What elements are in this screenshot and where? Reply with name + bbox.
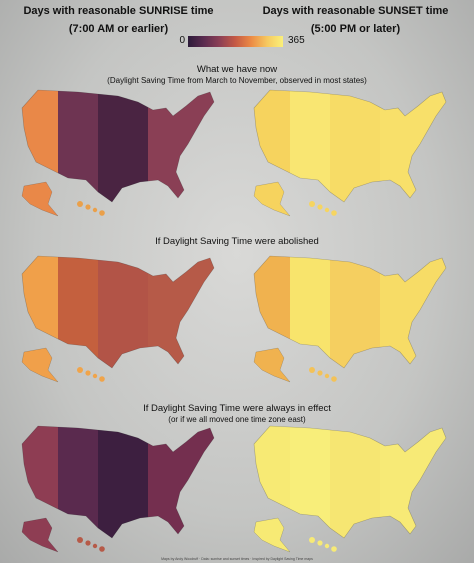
hawaii-island [85, 370, 91, 376]
hawaii-island [77, 537, 83, 543]
map-now-sunset [253, 89, 447, 217]
eastern-zone [380, 256, 446, 368]
sunrise-header-title: Days with reasonable SUNRISE time [23, 5, 214, 17]
hawaii-island [324, 207, 330, 213]
alaska [253, 517, 291, 553]
section-title: If Daylight Saving Time were abolished [155, 236, 319, 247]
hawaii-island [92, 373, 98, 379]
alaska [21, 347, 59, 383]
sunset-header-title: Days with reasonable SUNSET time [262, 5, 449, 17]
hawaii-island [92, 207, 98, 213]
hawaii-island [317, 204, 323, 210]
map-now-sunrise [21, 89, 215, 217]
mountain-zone [58, 90, 98, 202]
alaska [253, 181, 291, 217]
hawaii-island [99, 210, 105, 216]
central-zone [98, 90, 148, 202]
hawaii-island [309, 367, 315, 373]
hawaii-island [331, 376, 337, 382]
eastern-zone [148, 256, 214, 368]
section-title: What we have now [196, 64, 278, 75]
hawaii-island [92, 543, 98, 549]
section-abolished-title: If Daylight Saving Time were abolished [0, 236, 474, 247]
alaska [253, 347, 291, 383]
section-subtitle: (Daylight Saving Time from March to Nove… [107, 76, 367, 85]
hawaii-island [331, 546, 337, 552]
central-zone [98, 426, 148, 538]
legend-min-label: 0 [179, 35, 185, 46]
central-zone [98, 256, 148, 368]
hawaii-island [317, 370, 323, 376]
section-now-title: What we have now (Daylight Saving Time f… [0, 64, 474, 86]
section-always-title: If Daylight Saving Time were always in e… [0, 403, 474, 425]
us-outline [21, 255, 215, 369]
central-zone [330, 90, 380, 202]
us-outline [253, 425, 447, 539]
mountain-zone [290, 426, 330, 538]
map-credit: Maps by Andy Woodruff · Data: sunrise an… [161, 557, 313, 561]
hawaii-island [324, 543, 330, 549]
hawaii-island [331, 210, 337, 216]
legend-max-label: 365 [288, 35, 305, 46]
hawaii-island [77, 367, 83, 373]
alaska [21, 181, 59, 217]
hawaii-island [309, 537, 315, 543]
mountain-zone [58, 426, 98, 538]
hawaii-island [77, 201, 83, 207]
hawaii-island [99, 546, 105, 552]
legend-color-bar [188, 36, 283, 47]
sunrise-header: Days with reasonable SUNRISE time (7:00 … [0, 2, 237, 38]
sunset-header: Days with reasonable SUNSET time (5:00 P… [237, 2, 474, 38]
hawaii-island [99, 376, 105, 382]
mountain-zone [290, 90, 330, 202]
hawaii-island [324, 373, 330, 379]
mountain-zone [290, 256, 330, 368]
central-zone [330, 426, 380, 538]
mountain-zone [58, 256, 98, 368]
eastern-zone [380, 426, 446, 538]
us-outline [21, 89, 215, 203]
map-always-sunset [253, 425, 447, 553]
eastern-zone [148, 90, 214, 202]
eastern-zone [380, 90, 446, 202]
alaska [21, 517, 59, 553]
sunrise-header-subtitle: (7:00 AM or earlier) [68, 23, 169, 35]
section-title: If Daylight Saving Time were always in e… [143, 403, 331, 414]
us-outline [253, 255, 447, 369]
section-subtitle: (or if we all moved one time zone east) [168, 415, 306, 424]
map-abolished-sunrise [21, 255, 215, 383]
central-zone [330, 256, 380, 368]
map-abolished-sunset [253, 255, 447, 383]
us-outline [21, 425, 215, 539]
us-outline [253, 89, 447, 203]
hawaii-island [85, 204, 91, 210]
hawaii-island [317, 540, 323, 546]
sunset-header-subtitle: (5:00 PM or later) [310, 23, 401, 35]
eastern-zone [148, 426, 214, 538]
hawaii-island [85, 540, 91, 546]
hawaii-island [309, 201, 315, 207]
map-always-sunrise [21, 425, 215, 553]
